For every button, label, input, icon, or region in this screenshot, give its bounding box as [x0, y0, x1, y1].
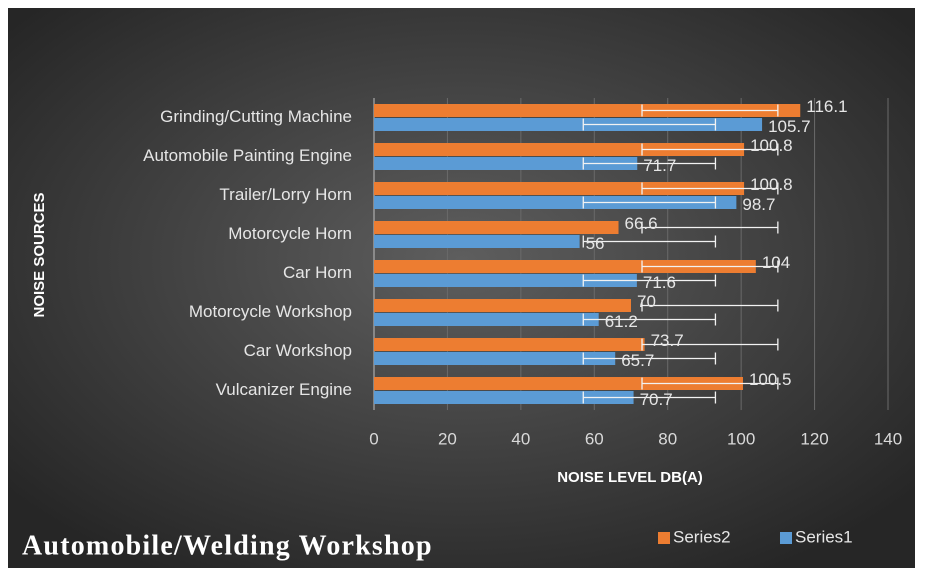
data-label: 71.6	[643, 273, 676, 292]
bar	[374, 157, 638, 170]
bar	[374, 313, 599, 326]
x-tick-label: 80	[658, 429, 677, 448]
y-tick-label: Motorcycle Horn	[228, 224, 352, 243]
bar	[374, 118, 763, 131]
data-label: 70	[637, 292, 656, 311]
chart-title: Automobile/Welding Workshop	[22, 530, 433, 561]
bar	[374, 235, 580, 248]
y-tick-label: Automobile Painting Engine	[143, 146, 352, 165]
x-tick-label: 100	[727, 429, 755, 448]
x-tick-label: 40	[511, 429, 530, 448]
error-bar	[582, 157, 717, 170]
bar	[374, 196, 737, 209]
error-bar	[582, 274, 717, 287]
data-label: 73.7	[651, 331, 684, 350]
legend-label: Series2	[673, 527, 731, 546]
bar	[374, 260, 756, 273]
data-label: 100.8	[750, 175, 793, 194]
data-label: 70.7	[640, 390, 673, 409]
data-label: 100.5	[749, 370, 792, 389]
error-bar	[582, 118, 717, 131]
x-tick-label: 20	[438, 429, 457, 448]
error-bar	[641, 182, 779, 195]
y-tick-label: Car Horn	[283, 263, 352, 282]
y-tick-label: Grinding/Cutting Machine	[160, 107, 352, 126]
error-bar	[582, 391, 717, 404]
error-bar	[582, 235, 717, 248]
y-tick-label: Motorcycle Workshop	[189, 302, 352, 321]
error-bar	[641, 143, 779, 156]
data-label: 105.7	[768, 117, 811, 136]
bar	[374, 182, 745, 195]
error-bar	[582, 352, 717, 365]
error-bar	[582, 196, 717, 209]
data-label: 104	[762, 253, 790, 272]
data-label: 71.7	[643, 156, 676, 175]
bar	[374, 391, 634, 404]
legend-swatch	[780, 532, 792, 544]
bar	[374, 221, 619, 234]
error-bar	[641, 260, 779, 273]
x-axis-title: NOISE LEVEL DB(A)	[557, 469, 703, 486]
error-bar	[641, 104, 779, 117]
data-label: 61.2	[605, 312, 638, 331]
y-tick-label: Car Workshop	[244, 341, 352, 360]
data-label: 98.7	[742, 195, 775, 214]
data-label: 65.7	[621, 351, 654, 370]
data-label: 56	[586, 234, 605, 253]
error-bar	[582, 313, 717, 326]
x-tick-label: 120	[800, 429, 828, 448]
y-tick-label: Vulcanizer Engine	[216, 380, 352, 399]
chart-background	[8, 8, 915, 568]
bar	[374, 377, 743, 390]
bar	[374, 143, 745, 156]
legend-swatch	[658, 532, 670, 544]
data-label: 100.8	[750, 136, 793, 155]
x-tick-label: 0	[369, 429, 378, 448]
x-tick-label: 140	[874, 429, 902, 448]
bar	[374, 299, 631, 312]
x-tick-label: 60	[585, 429, 604, 448]
legend-label: Series1	[795, 527, 853, 546]
error-bar	[641, 377, 779, 390]
bar	[374, 352, 616, 365]
error-bar	[641, 338, 779, 351]
y-tick-label: Trailer/Lorry Horn	[219, 185, 352, 204]
error-bar	[641, 221, 779, 234]
bar	[374, 104, 801, 117]
bar	[374, 274, 637, 287]
data-label: 116.1	[806, 97, 847, 116]
y-axis-title: NOISE SOURCES	[31, 192, 48, 317]
bar	[374, 338, 645, 351]
error-bar	[641, 299, 779, 312]
data-label: 66.6	[625, 214, 658, 233]
